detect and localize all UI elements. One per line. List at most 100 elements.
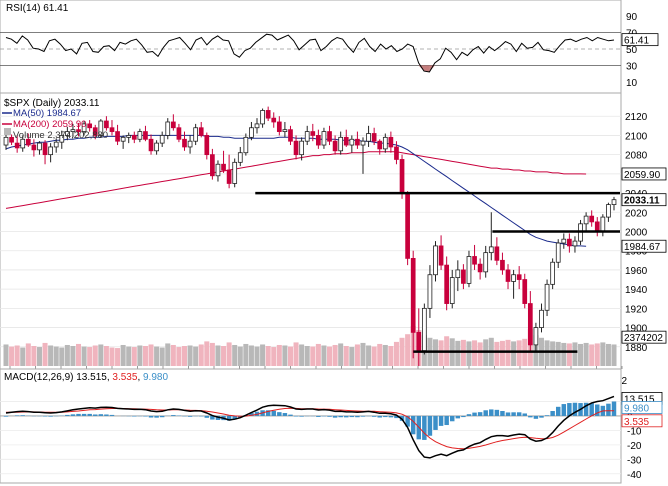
volume-bar <box>611 344 617 366</box>
rsi-value-text: 61.41 <box>624 36 649 47</box>
price-tick-label: 2100 <box>625 131 648 142</box>
candlestick <box>109 120 115 136</box>
volume-bar <box>566 343 572 366</box>
candlestick <box>500 252 505 275</box>
candlestick <box>176 123 182 143</box>
volume-bar <box>87 347 93 366</box>
candle-body <box>115 131 120 142</box>
macd-histogram-bar <box>332 415 338 418</box>
macd-histogram-bar <box>461 415 466 418</box>
candle-body <box>316 135 321 146</box>
volume-bar <box>600 342 606 366</box>
candlestick <box>98 119 104 138</box>
candle-body <box>31 144 37 151</box>
macd-histogram-bar <box>422 415 427 440</box>
volume-bar <box>594 343 600 366</box>
candle-body <box>388 136 394 148</box>
candle-body <box>600 216 606 232</box>
candlestick <box>187 135 193 154</box>
macd-tick-label: -40 <box>627 470 642 481</box>
volume-bar <box>332 344 338 366</box>
volume-bar <box>472 340 478 366</box>
price-tick-label: 1920 <box>625 304 648 315</box>
macd-histogram-bar <box>539 415 544 418</box>
volume-bar <box>377 343 383 366</box>
candle-body <box>500 259 505 271</box>
candlestick <box>53 138 59 153</box>
candle-body <box>371 133 377 142</box>
macd-histogram-bar <box>316 415 321 417</box>
price-legend: $SPX (Daily) 2033.11 MA(50) 1984.67MA(20… <box>2 98 108 141</box>
candle-body <box>237 152 243 163</box>
macd-histogram-bar <box>427 415 433 436</box>
volume-bar <box>310 346 316 366</box>
volume-bar <box>260 344 266 366</box>
macd-histogram-bar <box>606 403 611 416</box>
macd-histogram-bar <box>98 414 104 416</box>
candlestick <box>472 244 477 270</box>
candlestick <box>488 212 494 261</box>
volume-bar <box>265 346 271 366</box>
candle-body <box>254 123 260 129</box>
macd-histogram-bar <box>533 415 539 419</box>
volume-bar <box>438 340 444 366</box>
candlestick <box>148 134 154 155</box>
price-tick-label: 1940 <box>625 285 648 296</box>
candlestick <box>3 133 9 150</box>
candlestick <box>92 124 98 140</box>
macd-histogram-bar <box>14 415 20 416</box>
volume-bar <box>137 345 143 366</box>
macd-histogram-bar <box>70 414 76 416</box>
candle-body <box>276 121 282 132</box>
candle-body <box>198 127 204 136</box>
candle-body <box>59 135 65 143</box>
candle-body <box>550 261 555 285</box>
candle-body <box>53 141 59 148</box>
candle-body <box>572 240 578 247</box>
candlestick <box>254 118 260 134</box>
candle-body <box>394 146 399 160</box>
macd-histogram-bar <box>210 415 215 420</box>
volume-bar <box>605 343 611 366</box>
candlestick <box>282 121 288 138</box>
candle-body <box>472 256 477 265</box>
candle-body <box>466 256 472 284</box>
macd-histogram-bar <box>104 414 109 416</box>
macd-histogram-bar <box>76 413 81 416</box>
volume-bar <box>176 347 182 366</box>
candlestick <box>544 279 550 317</box>
candle-body <box>444 264 450 304</box>
candlestick <box>310 123 316 142</box>
candle-body <box>421 307 427 352</box>
macd-histogram-bar <box>81 413 87 416</box>
candle-body <box>271 117 277 123</box>
candlestick <box>316 129 321 149</box>
volume-bar <box>187 345 193 366</box>
candlestick <box>466 250 472 288</box>
price-tag-text: 2059.90 <box>624 170 661 181</box>
candle-body <box>288 129 293 142</box>
candle-body <box>427 274 433 309</box>
candle-body <box>527 303 533 346</box>
candlestick <box>154 140 159 155</box>
macd-histogram-bar <box>522 413 527 416</box>
legend-item: Volume 2,374,202,880 <box>4 128 108 141</box>
candle-body <box>321 131 327 146</box>
macd-histogram-bar <box>288 414 293 416</box>
price-tick-label: 1900 <box>625 324 648 335</box>
rsi-tick-label: 90 <box>626 12 638 23</box>
candlestick <box>410 250 416 359</box>
macd-histogram-bar <box>371 415 377 417</box>
price-tag-box <box>621 330 667 344</box>
candle-body <box>544 283 550 311</box>
macd-histogram-bar <box>349 415 355 418</box>
volume-bar <box>148 344 154 366</box>
macd-histogram-bar <box>472 412 477 416</box>
candle-body <box>9 136 14 143</box>
candle-body <box>159 135 165 144</box>
rsi-tick-label: 10 <box>626 78 638 89</box>
price-tag-text: 2374202 <box>624 333 663 344</box>
volume-bar <box>204 341 210 366</box>
candlestick <box>87 120 93 132</box>
macd-histogram-bar <box>611 401 617 416</box>
